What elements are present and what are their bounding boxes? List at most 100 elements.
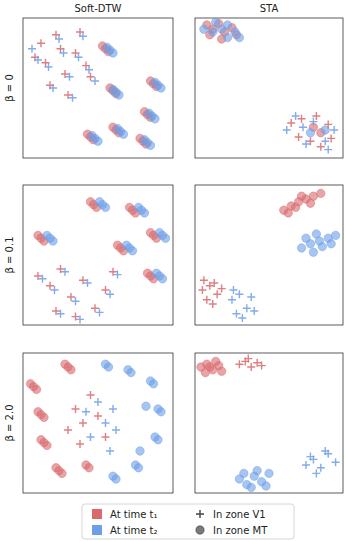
plus-point: [39, 275, 47, 283]
plus-point: [34, 56, 42, 64]
figure: Soft-DTWSTAβ = 0β = 0.1β = 2.0At time t₁…: [0, 0, 346, 541]
circle-point: [291, 203, 299, 211]
plus-point: [87, 391, 95, 399]
plus-point: [72, 297, 80, 305]
legend-marker: [196, 510, 204, 518]
circle-point: [200, 25, 208, 33]
circle-point: [136, 447, 144, 455]
circle-point: [223, 21, 231, 29]
legend-label: At time t₂: [110, 525, 157, 536]
circle-point: [101, 203, 109, 211]
plus-point: [46, 282, 54, 290]
row-label: β = 0.1: [4, 236, 15, 273]
circle-point: [58, 469, 66, 477]
circle-point: [217, 367, 225, 375]
plus-point: [283, 126, 291, 134]
legend: At time t₁At time t₂In zone V1In zone MT: [82, 504, 294, 539]
plus-point: [67, 293, 75, 301]
circle-point: [223, 33, 231, 41]
legend-box: [82, 504, 294, 539]
plus-point: [79, 32, 87, 40]
circle-point: [284, 209, 292, 217]
plus-point: [247, 293, 255, 301]
plus-point: [238, 314, 246, 322]
circle-point: [127, 368, 135, 376]
legend-label: In zone MT: [213, 525, 268, 536]
plus-point: [106, 290, 114, 298]
plus-point: [213, 290, 221, 298]
plus-point: [243, 304, 251, 312]
plus-point: [292, 112, 300, 120]
plus-point: [321, 137, 329, 145]
legend-marker: [196, 526, 204, 534]
plus-point: [49, 84, 57, 92]
plus-point: [200, 276, 208, 284]
plus-point: [324, 146, 332, 154]
plus-point: [198, 286, 206, 294]
plus-point: [112, 426, 120, 434]
plot-area: [198, 189, 339, 322]
plot-frame: [23, 18, 173, 158]
plus-point: [114, 271, 122, 279]
plus-point: [232, 310, 240, 318]
plot-area: [26, 360, 165, 483]
plus-point: [247, 363, 255, 371]
circle-point: [49, 237, 57, 245]
plus-point: [209, 300, 217, 308]
plus-point: [102, 286, 110, 294]
plus-point: [66, 73, 74, 81]
plot-area: [28, 28, 165, 150]
plus-point: [82, 408, 90, 416]
plus-point: [64, 426, 72, 434]
plus-point: [76, 440, 84, 448]
circle-point: [318, 242, 326, 250]
plus-point: [87, 73, 95, 81]
plot-frame: [195, 18, 343, 158]
plus-point: [85, 66, 93, 74]
circle-point: [128, 247, 136, 255]
circle-point: [302, 234, 310, 242]
plus-point: [96, 308, 104, 316]
plot-frame: [23, 185, 173, 325]
circle-point: [309, 248, 317, 256]
plus-point: [55, 35, 63, 43]
plus-point: [250, 307, 258, 315]
plus-point: [312, 469, 320, 477]
circle-point: [154, 436, 162, 444]
plus-point: [210, 279, 218, 287]
circle-point: [146, 141, 154, 149]
plus-point: [60, 49, 68, 57]
circle-point: [161, 234, 169, 242]
plus-point: [302, 140, 310, 148]
plus-point: [317, 464, 325, 472]
circle-point: [206, 363, 214, 371]
circle-point: [149, 380, 157, 388]
plus-point: [102, 419, 110, 427]
plus-point: [330, 126, 338, 134]
plot-frame: [195, 353, 343, 493]
plus-point: [309, 118, 317, 126]
plus-point: [324, 120, 332, 128]
plus-point: [75, 53, 83, 61]
circle-point: [262, 482, 270, 490]
circle-point: [209, 28, 217, 36]
circle-point: [115, 91, 123, 99]
plus-point: [91, 304, 99, 312]
plus-point: [228, 296, 236, 304]
plus-point: [84, 279, 92, 287]
plus-point: [332, 458, 340, 466]
plus-point: [94, 398, 102, 406]
circle-point: [85, 464, 93, 472]
circle-point: [253, 466, 261, 474]
plus-point: [299, 123, 307, 131]
legend-marker: [92, 509, 102, 519]
plus-point: [218, 285, 226, 293]
plus-point: [258, 362, 266, 370]
plus-point: [106, 447, 114, 455]
circle-point: [104, 363, 112, 371]
circle-point: [151, 115, 159, 123]
circle-point: [247, 483, 255, 491]
circle-point: [306, 129, 314, 137]
circle-point: [265, 469, 273, 477]
plus-point: [102, 433, 110, 441]
